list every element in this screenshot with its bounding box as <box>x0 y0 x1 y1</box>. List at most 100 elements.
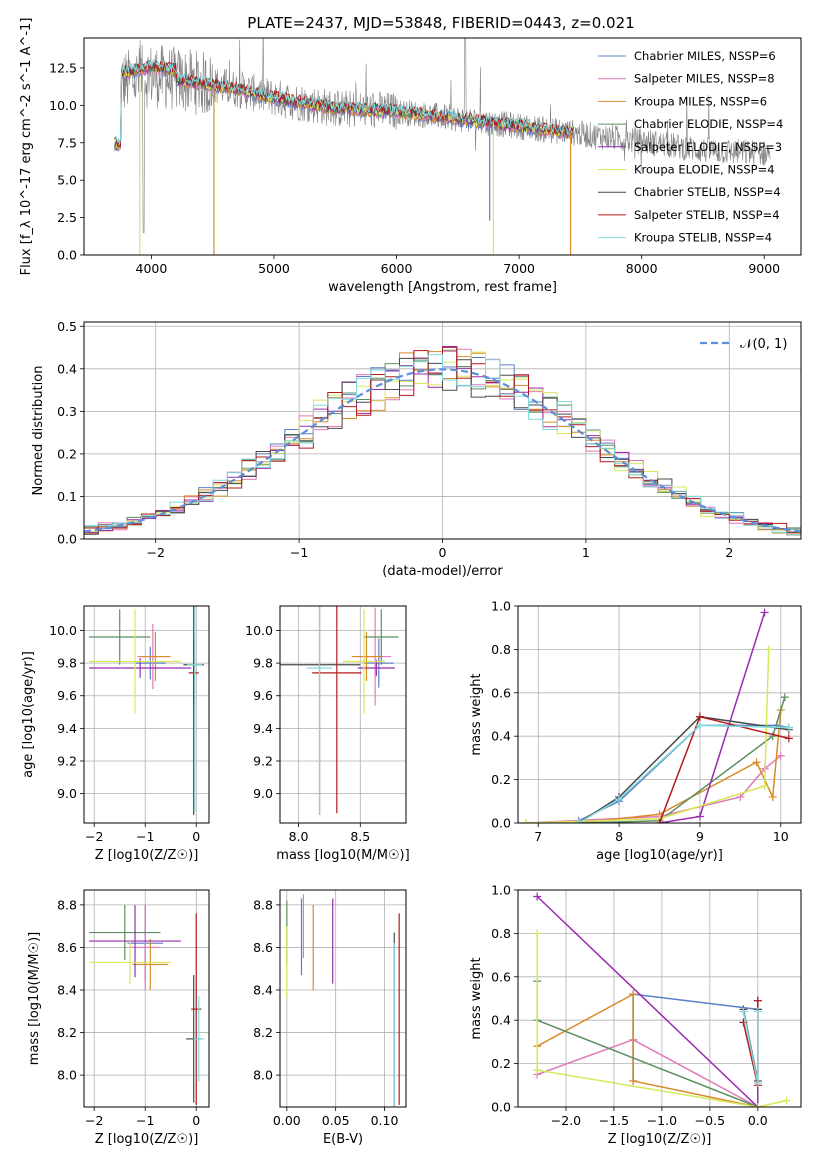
mass_vs_Z-ytick-label: 8.6 <box>57 940 77 955</box>
weight_vs_age-series-marker <box>695 812 704 821</box>
weight_vs_age-panel: 7 8 9 10 0.0 0.2 0.4 0.6 0.8 1.0 age [log10(age/yr… <box>469 599 802 863</box>
residuals-ytick-label: 0.2 <box>57 446 77 461</box>
weight_vs_Z-xtick-label: −0.5 <box>695 1113 725 1128</box>
residuals-ytick-label: 0.0 <box>57 532 77 547</box>
spectrum-legend-label: Kroupa STELIB, NSSP=4 <box>634 231 772 245</box>
residuals-xtick-label: −1 <box>290 545 308 560</box>
weight_vs_age-plot-area <box>522 608 793 823</box>
weight_vs_age-series-marker <box>695 721 704 730</box>
weight_vs_age-series-marker <box>784 734 793 743</box>
mass_vs_ebv-xtick-label: 0.10 <box>371 1113 399 1128</box>
mass_vs_Z-ytick-label: 8.0 <box>57 1068 77 1083</box>
weight_vs_Z-plot-area <box>533 892 791 1107</box>
residuals-xtick-label: −2 <box>146 545 164 560</box>
age_vs_Z-xtick-label: 0 <box>192 829 200 844</box>
weight_vs_Z-frame <box>517 889 802 1108</box>
spectrum-panel: 4000 5000 6000 7000 8000 9000 0.0 2.5 5.0 7.5 10.0… <box>19 18 802 295</box>
age_vs_mass-xtick-label: 8.5 <box>350 829 370 844</box>
mass_vs_ebv-frame <box>279 889 407 1108</box>
spectrum-ylabel: Flux [f_λ 10^-17 erg cm^-2 s^-1 A^-1] <box>19 18 34 276</box>
weight_vs_Z-xtick-label: 0.0 <box>748 1113 768 1128</box>
weight_vs_age-frame <box>517 605 802 824</box>
mass_vs_Z-xtick-label: −1 <box>136 1113 154 1128</box>
weight_vs_age-series-line-3 <box>578 696 786 823</box>
weight_vs_Z-ytick-label: 0.2 <box>491 1056 511 1071</box>
weight_vs_Z-ytick-label: 0.6 <box>491 969 511 984</box>
weight_vs_age-series-line-6 <box>578 715 790 823</box>
weight_vs_age-ylabel: mass weight <box>469 673 484 755</box>
spectrum-xtick-label: 7000 <box>503 261 535 276</box>
normal-curve <box>84 368 801 533</box>
weight_vs_age-series-marker <box>784 723 793 732</box>
spectrum-plot-area <box>114 38 771 255</box>
age_vs_Z-xlabel: Z [log10(Z/Z☉)] <box>95 848 199 863</box>
spectrum-legend-label: Kroupa MILES, NSSP=6 <box>634 94 767 108</box>
figure-title: PLATE=2437, MJD=53848, FIBERID=0443, z=0… <box>247 14 634 32</box>
spectrum-xtick-label: 9000 <box>748 261 780 276</box>
weight_vs_Z-series-marker <box>753 1079 762 1088</box>
residual-legend: 𝒩(0, 1) <box>700 337 787 352</box>
weight_vs_age-series-marker <box>615 795 624 804</box>
mass_vs_ebv-plot-area <box>286 894 400 1107</box>
weight_vs_Z-xtick-label: −1.0 <box>647 1113 677 1128</box>
mass_vs_Z-frame <box>83 889 210 1108</box>
spectrum-xtick-label: 4000 <box>136 261 168 276</box>
age_vs_Z-ytick-label: 9.4 <box>57 721 77 736</box>
age_vs_mass-ytick-label: 9.6 <box>253 688 273 703</box>
weight_vs_age-ytick-label: 0.0 <box>491 816 511 831</box>
mass_vs_Z-ytick-label: 8.4 <box>57 982 77 997</box>
weight_vs_Z-ytick-label: 1.0 <box>491 883 511 898</box>
mass_vs_Z-plot-area <box>89 904 204 1105</box>
weight_vs_age-xtick-label: 9 <box>696 829 704 844</box>
age_vs_Z-xtick-label: −1 <box>136 829 154 844</box>
age_vs_Z-ytick-label: 9.8 <box>57 656 77 671</box>
age_vs_mass-ytick-label: 10.0 <box>245 623 273 638</box>
residuals-panel: −2 −1 0 1 2 0.0 0.1 0.2 0.3 0.4 0.5 (data-model)/er… <box>31 319 802 579</box>
mass_vs_ebv-xtick-label: 0.00 <box>273 1113 301 1128</box>
age_vs_mass-xlabel: mass [log10(M/M☉)] <box>276 848 409 863</box>
age_vs_Z-ylabel: age [log10(age/yr)] <box>21 651 36 778</box>
age_vs_mass-plot-area <box>280 606 399 815</box>
age_vs_Z-ytick-label: 9.6 <box>57 688 77 703</box>
weight_vs_Z-series-marker <box>533 892 542 901</box>
weight_vs_age-xtick-label: 8 <box>615 829 623 844</box>
spectrum-legend-label: Salpeter STELIB, NSSP=4 <box>634 208 780 222</box>
age_vs_mass-ytick-label: 9.2 <box>253 754 273 769</box>
weight_vs_age-series-marker <box>752 758 761 767</box>
weight_vs_Z-ytick-label: 0.8 <box>491 926 511 941</box>
weight_vs_Z-panel: −2.0 −1.5 −1.0 −0.5 0.0 0.0 0.2 0.4 0.6 0.8 1.0 Z [… <box>469 883 802 1147</box>
spectrum-xlabel: wavelength [Angstrom, rest frame] <box>328 280 557 295</box>
weight_vs_Z-xtick-label: −1.5 <box>599 1113 629 1128</box>
mass_vs_Z-xlabel: Z [log10(Z/Z☉)] <box>95 1132 199 1147</box>
age_vs_mass-ytick-label: 9.0 <box>253 786 273 801</box>
weight_vs_age-ytick-label: 0.6 <box>491 685 511 700</box>
spectrum-legend-label: Chabrier STELIB, NSSP=4 <box>634 185 781 199</box>
mass_vs_Z-ytick-label: 8.8 <box>57 897 77 912</box>
residuals-ylabel: Normed distribution <box>31 366 46 496</box>
spectrum-xtick-label: 6000 <box>381 261 413 276</box>
weight_vs_Z-series-marker <box>629 1076 638 1085</box>
weight_vs_age-ytick-label: 0.4 <box>491 729 511 744</box>
mass_vs_ebv-xlabel: E(B-V) <box>323 1132 363 1147</box>
mass_vs_ebv-ytick-label: 8.0 <box>253 1068 273 1083</box>
residuals-ytick-label: 0.3 <box>57 404 77 419</box>
mass_vs_Z-xtick-label: 0 <box>192 1113 200 1128</box>
weight_vs_age-xtick-label: 7 <box>534 829 542 844</box>
weight_vs_Z-ytick-label: 0.0 <box>491 1100 511 1115</box>
weight_vs_age-series-marker <box>764 645 773 654</box>
weight_vs_Z-series-marker <box>753 996 762 1005</box>
age_vs_Z-ytick-label: 9.2 <box>57 754 77 769</box>
weight_vs_age-series-marker <box>695 712 704 721</box>
residuals-xtick-label: 0 <box>439 545 447 560</box>
residuals-ytick-label: 0.4 <box>57 361 77 376</box>
normal-legend-label: 𝒩(0, 1) <box>740 337 787 352</box>
residual-histogram-8 <box>84 354 801 536</box>
mass_vs_ebv-ytick-label: 8.4 <box>253 982 273 997</box>
weight_vs_age-series-marker <box>574 819 583 823</box>
weight_vs_age-series-marker <box>655 819 664 823</box>
spectrum-xtick-label: 5000 <box>258 261 290 276</box>
mass_vs_Z-xtick-label: −2 <box>85 1113 103 1128</box>
weight_vs_age-xtick-label: 10 <box>773 829 789 844</box>
weight_vs_age-ytick-label: 1.0 <box>491 599 511 614</box>
age_vs_Z-xtick-label: −2 <box>85 829 103 844</box>
